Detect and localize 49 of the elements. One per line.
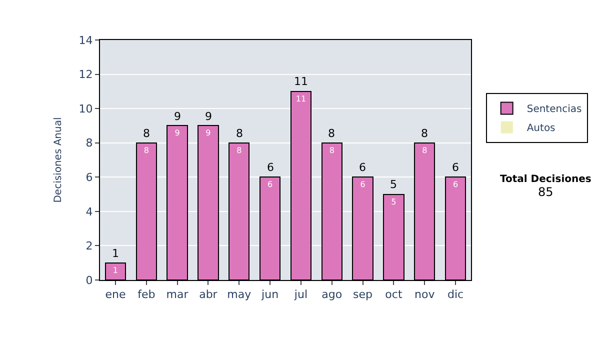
legend-label: Sentencias — [526, 104, 582, 116]
y-tick-label: 8 — [86, 136, 93, 150]
text: 85 — [538, 185, 554, 199]
x-tick-label: oct — [385, 288, 403, 302]
x-tick-label: ago — [322, 288, 342, 302]
y-tick-label: 0 — [86, 274, 93, 287]
total-label: 8 — [236, 127, 243, 140]
y-axis-title: Decisiones Anual — [52, 117, 64, 203]
data-label: 8 — [236, 146, 242, 155]
x-tick-label: ene — [105, 288, 126, 302]
x-tick-label: feb — [138, 288, 156, 302]
y-tick-label: 12 — [78, 68, 93, 82]
total-label: 6 — [359, 161, 366, 174]
data-label: 8 — [329, 146, 334, 155]
y-tick-label: 10 — [78, 102, 93, 116]
total-label: 1 — [112, 247, 119, 260]
total-label: 8 — [421, 127, 428, 140]
x-tick-label: mar — [166, 288, 189, 302]
data-label: 6 — [360, 180, 366, 190]
total-label: 8 — [328, 127, 335, 140]
y-tick-label: 2 — [86, 240, 93, 253]
y-tick-label: 6 — [86, 170, 93, 184]
x-tick-label: nov — [414, 288, 436, 302]
total-label: 9 — [205, 110, 212, 123]
x-tick-label: may — [227, 288, 252, 302]
data-label: 1 — [112, 266, 118, 275]
y-tick-label: 4 — [86, 205, 93, 218]
data-label: 5 — [391, 197, 396, 206]
total-label: 11 — [294, 75, 308, 88]
x-tick-label: sep — [353, 288, 373, 302]
x-tick-label: abr — [199, 288, 218, 302]
x-tick-label: jul — [293, 288, 308, 302]
data-label: 6 — [267, 180, 273, 190]
data-label: 6 — [452, 180, 458, 190]
x-tick-label: dic — [447, 288, 464, 302]
total-label: 6 — [452, 161, 459, 174]
x-tick-label: jun — [260, 288, 279, 302]
total-label: 5 — [390, 178, 397, 191]
y-tick-label: 14 — [78, 34, 93, 47]
data-label: 8 — [144, 146, 149, 155]
data-label: 9 — [174, 128, 180, 138]
data-label: 11 — [296, 94, 306, 104]
total-label: 6 — [267, 161, 274, 174]
total-label: 9 — [174, 110, 181, 123]
data-label: 9 — [206, 128, 211, 138]
total-label: 8 — [143, 127, 150, 140]
data-label: 8 — [422, 146, 428, 155]
text: Total Decisiones — [500, 174, 592, 185]
legend-label: Autos — [526, 123, 556, 134]
